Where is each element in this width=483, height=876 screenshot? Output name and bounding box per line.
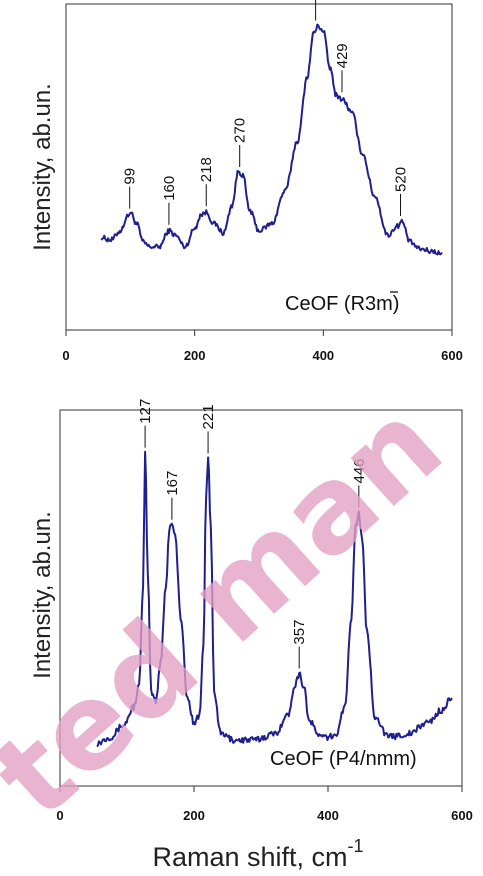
x-axis-label-text: Raman shift, cm: [152, 842, 347, 872]
y-axis-label: Intensity, ab.un.: [29, 511, 56, 679]
phase-suffix: ): [393, 293, 400, 315]
peak-label: 429: [334, 43, 351, 68]
peak-label: 99: [122, 168, 139, 185]
phase-prefix: CeOF (: [270, 748, 336, 770]
x-tick-label: 200: [183, 808, 205, 823]
panel-tetragonal: Intensity, ab.un. 0 200 400 600 127 167 221 35…: [29, 399, 473, 872]
x-tick-label: 0: [62, 348, 69, 363]
phase-symbol: R3m: [351, 293, 393, 315]
peak-labels: 127 167 221 357 446: [137, 399, 368, 669]
peak-label: 127: [137, 399, 154, 424]
panel-rhombohedral: Intensity, ab.un. 0 200 400 600 99 160 218 270…: [29, 0, 463, 363]
x-tick-label: 600: [441, 348, 463, 363]
peak-label: 270: [232, 118, 249, 143]
peak-labels: 99160218270388429520: [122, 0, 410, 225]
x-ticks: 0 200 400 600: [62, 330, 463, 363]
x-tick-label: 400: [312, 348, 334, 363]
x-axis-label-superscript: -1: [348, 836, 364, 856]
x-tick-label: 200: [184, 348, 206, 363]
phase-suffix: ): [410, 748, 417, 770]
peak-label: 446: [351, 458, 368, 483]
series-line: [96, 450, 453, 748]
phase-symbol: P4/nmm: [336, 748, 410, 770]
peak-label: 218: [198, 157, 215, 182]
watermark-text: ted man: [0, 375, 468, 845]
peak-label: 357: [291, 620, 308, 645]
peak-label: 221: [200, 404, 217, 429]
phase-prefix: CeOF (: [285, 293, 351, 315]
x-tick-label: 400: [317, 808, 339, 823]
x-ticks: 0 200 400 600: [56, 786, 473, 823]
plot-frame: [59, 409, 463, 787]
x-axis-label: Raman shift, cm-1: [152, 836, 363, 872]
peak-label: 167: [164, 471, 181, 496]
x-tick-label: 0: [56, 808, 63, 823]
x-tick-label: 600: [451, 808, 473, 823]
phase-label: CeOF (P4/nmm): [270, 748, 417, 770]
y-axis-label: Intensity, ab.un.: [29, 83, 56, 251]
phase-label: CeOF (R3m): [285, 293, 399, 315]
series-line: [100, 23, 443, 256]
plot-frame: [65, 3, 453, 331]
peak-label: 160: [161, 176, 178, 201]
peak-label: 520: [393, 167, 410, 192]
